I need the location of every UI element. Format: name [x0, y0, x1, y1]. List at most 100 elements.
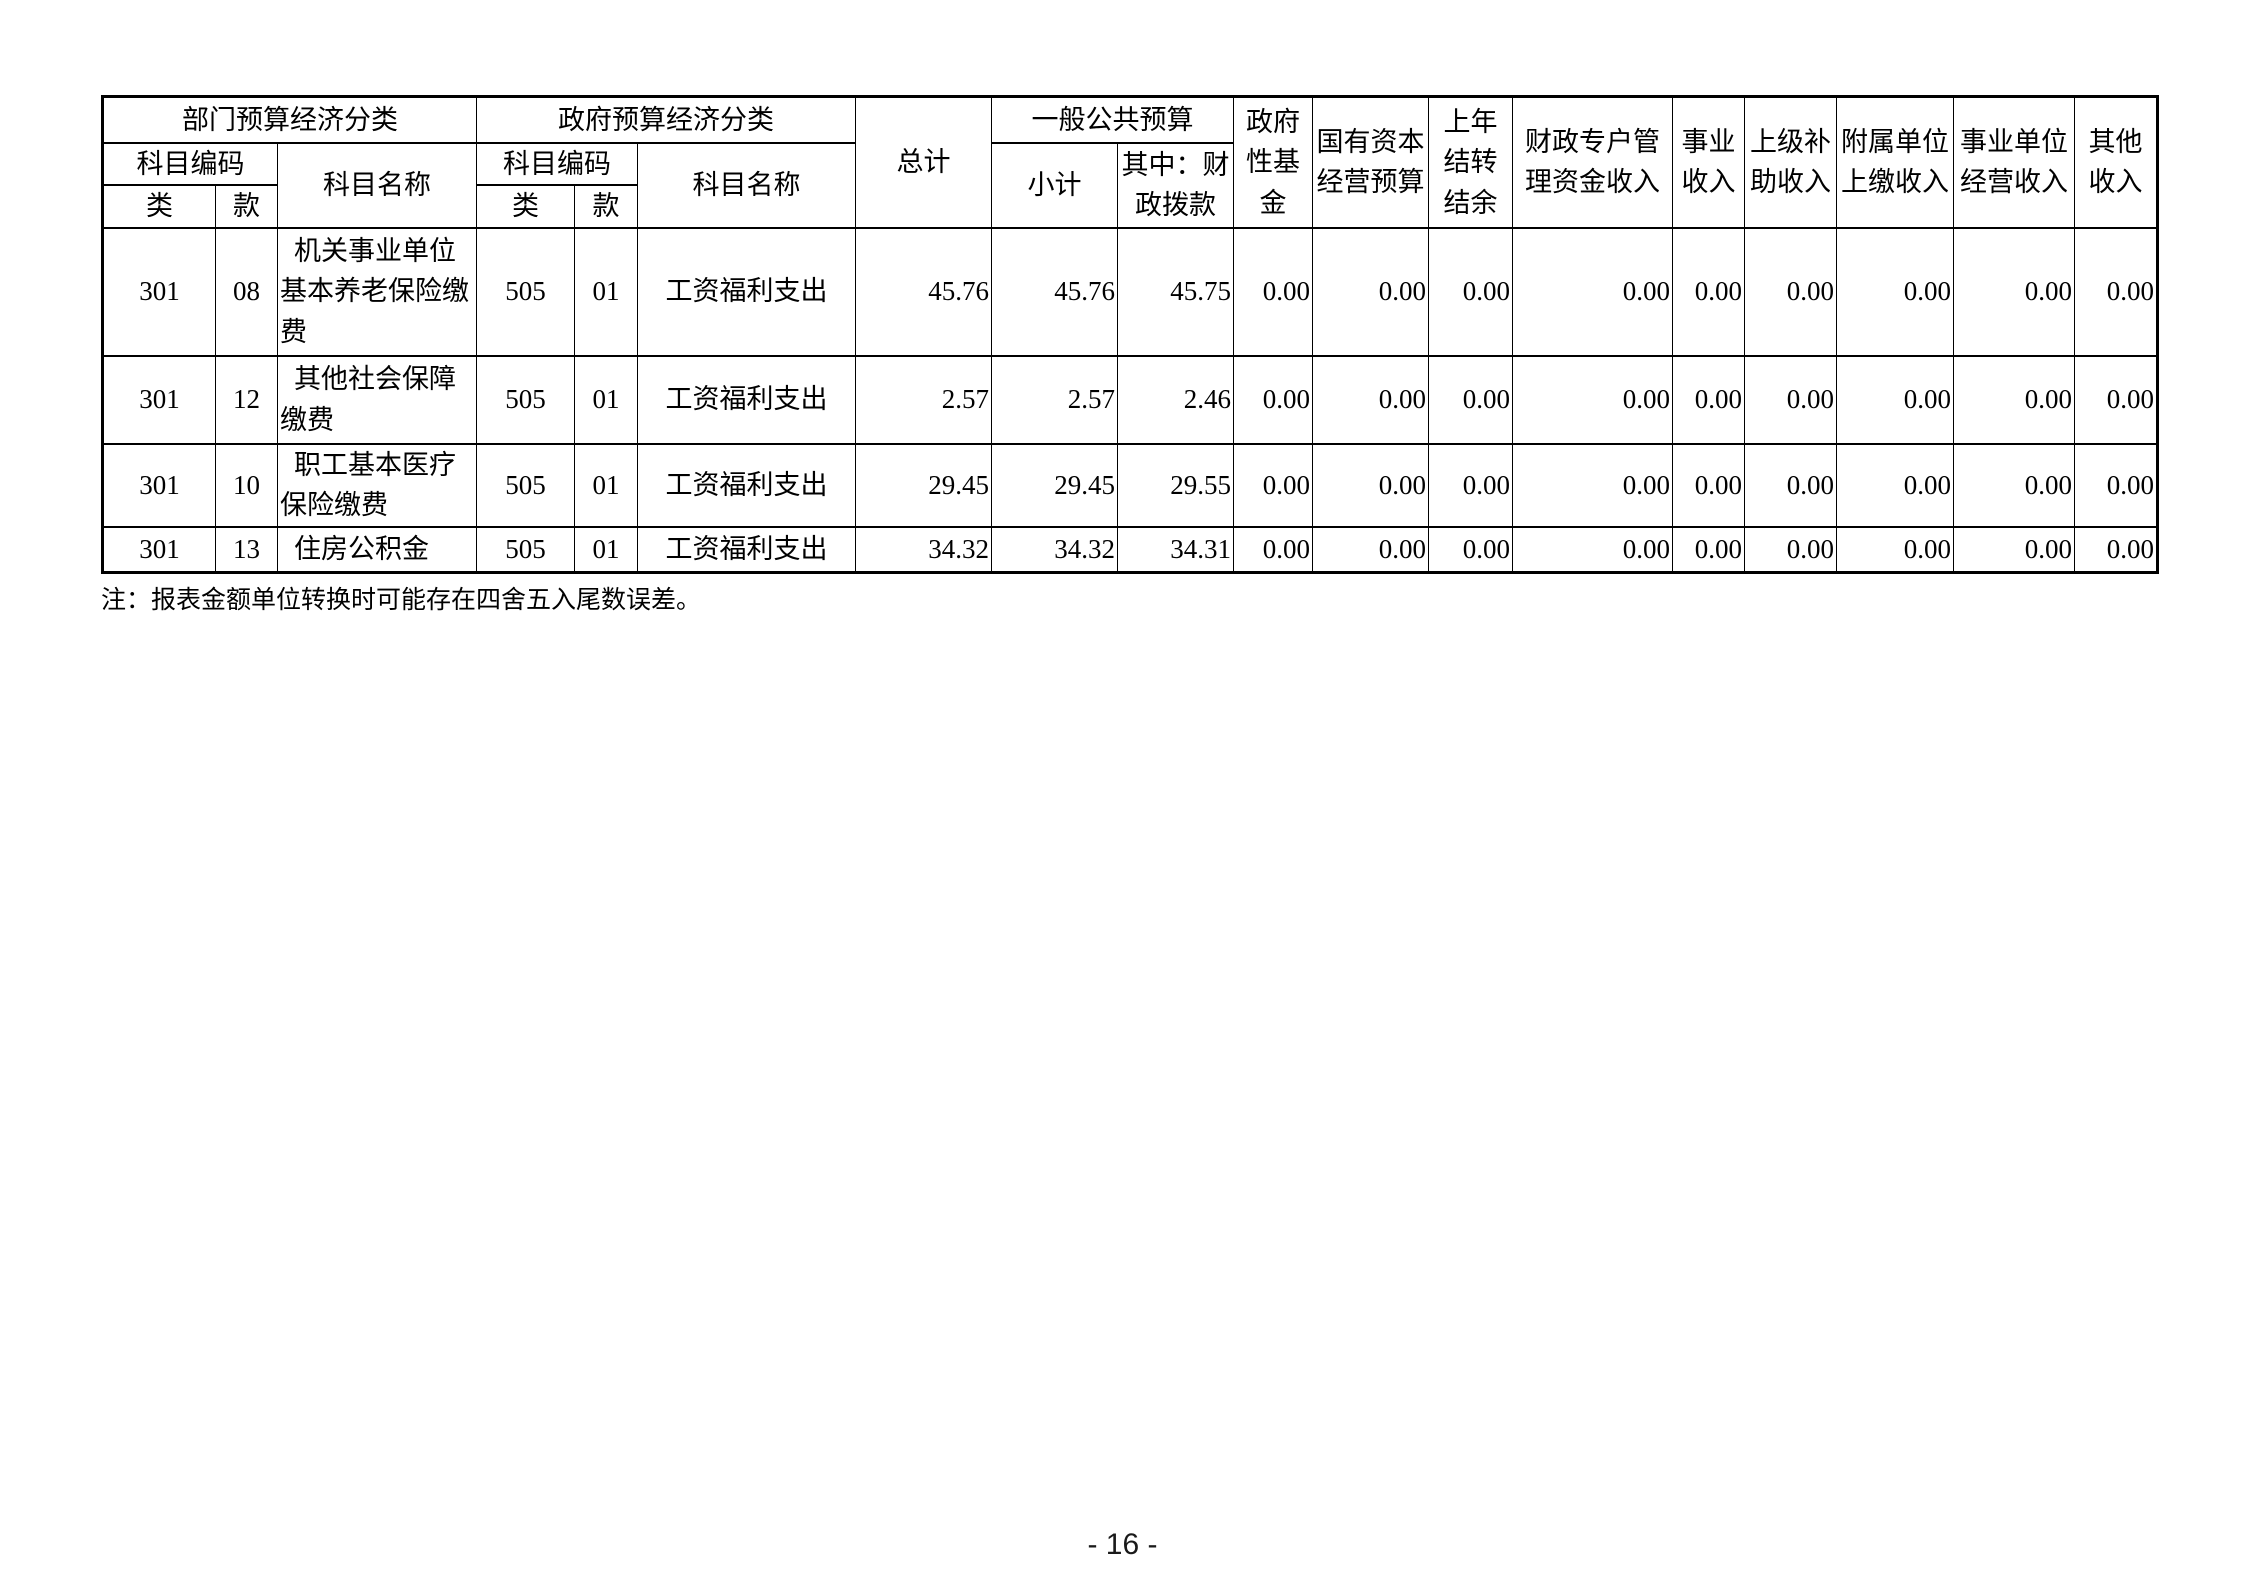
cell-total: 45.76	[855, 226, 993, 357]
cell-operating-income: 0.00	[1953, 226, 2076, 357]
cell-affiliated-remit: 0.00	[1836, 525, 1955, 574]
header-subtotal: 小计	[991, 141, 1119, 229]
header-gov-budget-class: 政府预算经济分类	[475, 95, 857, 144]
cell-dept-class: 301	[102, 442, 216, 528]
cell-state-capital: 0.00	[1312, 442, 1430, 528]
cell-dept-item: 12	[215, 354, 278, 445]
cell-gov-subject-name: 工资福利支出	[636, 442, 857, 528]
table-row: 301 10 职工基本医疗保险缴费 505 01 工资福利支出 29.45 29…	[102, 442, 2159, 528]
cell-other-income: 0.00	[2074, 226, 2159, 357]
cell-dept-subject-name: 住房公积金	[277, 525, 477, 574]
cell-fiscal-appropriation: 29.55	[1117, 442, 1235, 528]
cell-other-income: 0.00	[2074, 354, 2159, 445]
header-dept-item-col: 款	[215, 184, 278, 229]
cell-dept-item: 10	[215, 442, 278, 528]
cell-state-capital: 0.00	[1312, 525, 1430, 574]
cell-total: 29.45	[855, 442, 993, 528]
cell-institution-income: 0.00	[1672, 525, 1746, 574]
cell-gov-class: 505	[476, 442, 575, 528]
header-other-income: 其他收入	[2074, 95, 2159, 229]
table-header: 部门预算经济分类 政府预算经济分类 总计 一般公共预算 政府性基金 国有资本经营…	[102, 95, 2159, 229]
header-state-capital-budget: 国有资本经营预算	[1312, 95, 1430, 229]
budget-income-table: 部门预算经济分类 政府预算经济分类 总计 一般公共预算 政府性基金 国有资本经营…	[101, 95, 2160, 574]
cell-fiscal-appropriation: 45.75	[1117, 226, 1235, 357]
header-institution-operating-income: 事业单位经营收入	[1953, 95, 2076, 229]
cell-dept-class: 301	[102, 354, 216, 445]
cell-superior-subsidy: 0.00	[1744, 354, 1838, 445]
header-gov-item-col: 款	[574, 184, 638, 229]
cell-gov-fund: 0.00	[1233, 226, 1314, 357]
cell-affiliated-remit: 0.00	[1836, 226, 1955, 357]
cell-dept-subject-name: 职工基本医疗保险缴费	[277, 442, 477, 528]
cell-subtotal: 34.32	[991, 525, 1119, 574]
cell-total: 34.32	[855, 525, 993, 574]
cell-carryover: 0.00	[1428, 525, 1514, 574]
cell-carryover: 0.00	[1428, 442, 1514, 528]
header-of-which-fiscal-appropriation: 其中：财政拨款	[1117, 141, 1235, 229]
cell-special-account: 0.00	[1512, 442, 1674, 528]
cell-gov-fund: 0.00	[1233, 354, 1314, 445]
cell-institution-income: 0.00	[1672, 354, 1746, 445]
header-dept-class-col: 类	[102, 184, 216, 229]
cell-affiliated-remit: 0.00	[1836, 442, 1955, 528]
header-dept-budget-class: 部门预算经济分类	[102, 95, 477, 144]
header-general-public-budget: 一般公共预算	[991, 95, 1235, 144]
cell-gov-fund: 0.00	[1233, 442, 1314, 528]
cell-operating-income: 0.00	[1953, 354, 2076, 445]
header-dept-subject-name: 科目名称	[277, 141, 477, 229]
page-number: - 16 -	[1087, 1528, 1158, 1561]
cell-other-income: 0.00	[2074, 442, 2159, 528]
cell-institution-income: 0.00	[1672, 226, 1746, 357]
table-row: 301 12 其他社会保障缴费 505 01 工资福利支出 2.57 2.57 …	[102, 354, 2159, 445]
cell-subtotal: 45.76	[991, 226, 1119, 357]
cell-gov-item: 01	[574, 354, 638, 445]
cell-affiliated-remit: 0.00	[1836, 354, 1955, 445]
cell-dept-subject-name: 机关事业单位基本养老保险缴费	[277, 226, 477, 357]
cell-fiscal-appropriation: 34.31	[1117, 525, 1235, 574]
cell-superior-subsidy: 0.00	[1744, 442, 1838, 528]
cell-carryover: 0.00	[1428, 226, 1514, 357]
header-fiscal-special-account-income: 财政专户管理资金收入	[1512, 95, 1674, 229]
cell-dept-item: 08	[215, 226, 278, 357]
cell-other-income: 0.00	[2074, 525, 2159, 574]
cell-gov-class: 505	[476, 354, 575, 445]
cell-institution-income: 0.00	[1672, 442, 1746, 528]
cell-superior-subsidy: 0.00	[1744, 226, 1838, 357]
cell-gov-subject-name: 工资福利支出	[636, 354, 857, 445]
cell-state-capital: 0.00	[1312, 226, 1430, 357]
cell-special-account: 0.00	[1512, 525, 1674, 574]
cell-subtotal: 2.57	[991, 354, 1119, 445]
header-gov-subject-name: 科目名称	[636, 141, 857, 229]
cell-gov-class: 505	[476, 525, 575, 574]
header-affiliated-unit-remitted-income: 附属单位上缴收入	[1836, 95, 1955, 229]
header-dept-subject-code: 科目编码	[102, 141, 278, 186]
cell-gov-item: 01	[574, 226, 638, 357]
cell-special-account: 0.00	[1512, 354, 1674, 445]
header-gov-class-col: 类	[476, 184, 575, 229]
cell-total: 2.57	[855, 354, 993, 445]
cell-gov-item: 01	[574, 525, 638, 574]
cell-gov-subject-name: 工资福利支出	[636, 226, 857, 357]
header-superior-subsidy-income: 上级补助收入	[1744, 95, 1838, 229]
cell-special-account: 0.00	[1512, 226, 1674, 357]
cell-gov-fund: 0.00	[1233, 525, 1314, 574]
header-gov-fund: 政府性基金	[1233, 95, 1314, 229]
cell-operating-income: 0.00	[1953, 442, 2076, 528]
table-row: 301 08 机关事业单位基本养老保险缴费 505 01 工资福利支出 45.7…	[102, 226, 2159, 357]
table-footnote: 注：报表金额单位转换时可能存在四舍五入尾数误差。	[101, 587, 702, 614]
cell-gov-class: 505	[476, 226, 575, 357]
cell-fiscal-appropriation: 2.46	[1117, 354, 1235, 445]
cell-subtotal: 29.45	[991, 442, 1119, 528]
header-institution-income: 事业收入	[1672, 95, 1746, 229]
cell-superior-subsidy: 0.00	[1744, 525, 1838, 574]
cell-carryover: 0.00	[1428, 354, 1514, 445]
budget-table-container: 部门预算经济分类 政府预算经济分类 总计 一般公共预算 政府性基金 国有资本经营…	[101, 95, 2160, 616]
cell-gov-subject-name: 工资福利支出	[636, 525, 857, 574]
header-prev-year-carryover: 上年结转结余	[1428, 95, 1514, 229]
cell-dept-subject-name: 其他社会保障缴费	[277, 354, 477, 445]
header-total: 总计	[855, 95, 993, 229]
cell-state-capital: 0.00	[1312, 354, 1430, 445]
cell-dept-class: 301	[102, 226, 216, 357]
cell-gov-item: 01	[574, 442, 638, 528]
